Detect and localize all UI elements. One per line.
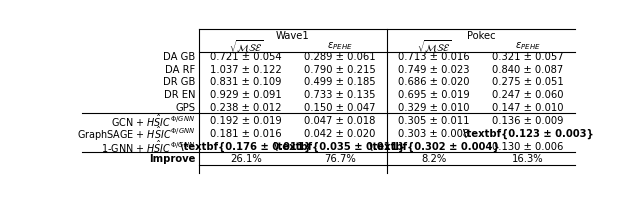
Text: 0.130 ± 0.006: 0.130 ± 0.006 [492, 141, 564, 151]
Text: 0.042 ± 0.020: 0.042 ± 0.020 [305, 128, 376, 138]
Text: 0.840 ± 0.087: 0.840 ± 0.087 [492, 64, 564, 74]
Text: $\sqrt{\mathcal{MSE}}$: $\sqrt{\mathcal{MSE}}$ [417, 38, 451, 54]
Text: 0.247 ± 0.060: 0.247 ± 0.060 [492, 90, 564, 100]
Text: 1.037 ± 0.122: 1.037 ± 0.122 [210, 64, 282, 74]
Text: 0.047 ± 0.018: 0.047 ± 0.018 [305, 115, 376, 125]
Text: 0.275 ± 0.051: 0.275 ± 0.051 [492, 77, 564, 87]
Text: 0.695 ± 0.019: 0.695 ± 0.019 [398, 90, 470, 100]
Text: $\sqrt{\mathcal{MSE}}$: $\sqrt{\mathcal{MSE}}$ [229, 38, 263, 54]
Text: 26.1%: 26.1% [230, 154, 262, 164]
Text: 1-GNN + $H\hat{S}IC^{\Phi/GNN}$: 1-GNN + $H\hat{S}IC^{\Phi/GNN}$ [101, 138, 195, 154]
Text: 0.499 ± 0.185: 0.499 ± 0.185 [304, 77, 376, 87]
Text: 0.329 ± 0.010: 0.329 ± 0.010 [398, 103, 470, 112]
Text: 0.790 ± 0.215: 0.790 ± 0.215 [304, 64, 376, 74]
Text: 76.7%: 76.7% [324, 154, 356, 164]
Text: 0.749 ± 0.023: 0.749 ± 0.023 [398, 64, 470, 74]
Text: 0.713 ± 0.016: 0.713 ± 0.016 [398, 51, 470, 61]
Text: Wave1: Wave1 [276, 31, 310, 41]
Text: 0.733 ± 0.135: 0.733 ± 0.135 [304, 90, 376, 100]
Text: $\epsilon_{PEHE}$: $\epsilon_{PEHE}$ [515, 40, 541, 52]
Text: DR GB: DR GB [163, 77, 195, 87]
Text: GraphSAGE + $H\hat{S}IC^{\Phi/GNN}$: GraphSAGE + $H\hat{S}IC^{\Phi/GNN}$ [77, 124, 195, 142]
Text: 0.150 ± 0.047: 0.150 ± 0.047 [304, 103, 376, 112]
Text: GPS: GPS [175, 103, 195, 112]
Text: \textbf{0.035 ± 0.011}: \textbf{0.035 ± 0.011} [275, 141, 406, 151]
Text: 0.303 ± 0.008: 0.303 ± 0.008 [399, 128, 470, 138]
Text: 0.686 ± 0.020: 0.686 ± 0.020 [398, 77, 470, 87]
Text: 0.321 ± 0.057: 0.321 ± 0.057 [492, 51, 564, 61]
Text: DR EN: DR EN [164, 90, 195, 100]
Text: 0.181 ± 0.016: 0.181 ± 0.016 [210, 128, 282, 138]
Text: \textbf{0.123 ± 0.003}: \textbf{0.123 ± 0.003} [463, 128, 593, 138]
Text: 0.929 ± 0.091: 0.929 ± 0.091 [210, 90, 282, 100]
Text: 0.147 ± 0.010: 0.147 ± 0.010 [492, 103, 564, 112]
Text: DA RF: DA RF [165, 64, 195, 74]
Text: 0.305 ± 0.011: 0.305 ± 0.011 [398, 115, 470, 125]
Text: 8.2%: 8.2% [421, 154, 447, 164]
Text: Improve: Improve [148, 154, 195, 164]
Text: 0.192 ± 0.019: 0.192 ± 0.019 [210, 115, 282, 125]
Text: Pokec: Pokec [467, 31, 495, 41]
Text: GCN + $H\hat{S}IC^{\Phi/GNN}$: GCN + $H\hat{S}IC^{\Phi/GNN}$ [111, 112, 195, 128]
Text: 16.3%: 16.3% [512, 154, 544, 164]
Text: 0.289 ± 0.061: 0.289 ± 0.061 [304, 51, 376, 61]
Text: 0.831 ± 0.109: 0.831 ± 0.109 [211, 77, 282, 87]
Text: 0.238 ± 0.012: 0.238 ± 0.012 [211, 103, 282, 112]
Text: $\epsilon_{PEHE}$: $\epsilon_{PEHE}$ [327, 40, 353, 52]
Text: 0.721 ± 0.054: 0.721 ± 0.054 [210, 51, 282, 61]
Text: \textbf{0.176 ± 0.011}: \textbf{0.176 ± 0.011} [180, 141, 312, 151]
Text: 0.136 ± 0.009: 0.136 ± 0.009 [492, 115, 564, 125]
Text: DA GB: DA GB [163, 51, 195, 61]
Text: \textbf{0.302 ± 0.004}: \textbf{0.302 ± 0.004} [369, 141, 499, 151]
